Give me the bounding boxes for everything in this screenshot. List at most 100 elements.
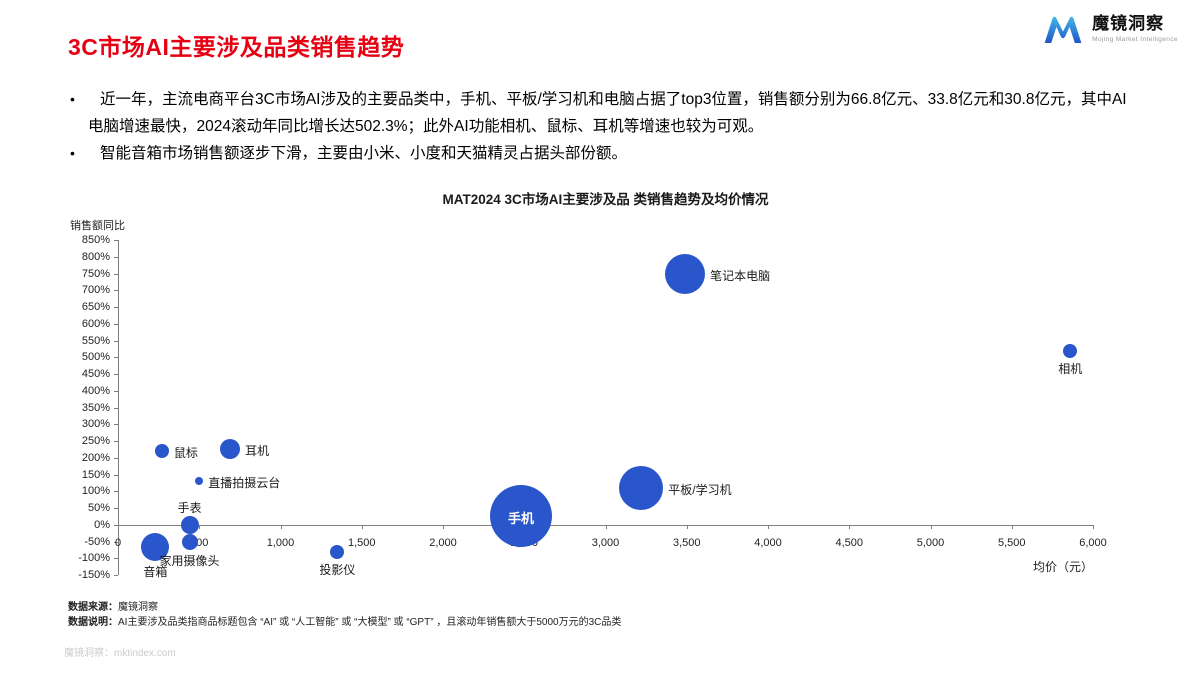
chart-bubble-label: 投影仪 [319,562,356,577]
y-axis-tick-mark [114,240,118,241]
y-axis-tick-label: 0% [94,518,110,531]
y-axis-tick-label: -150% [78,569,110,581]
y-axis-tick-mark [114,508,118,509]
footnote-source-label: 数据来源： [68,602,118,613]
x-axis-tick-label: 500 [190,536,209,549]
chart-bubble-label: 鼠标 [173,446,198,461]
bullet-text: 智能音箱市场销售额逐步下滑，主要由小米、小度和天猫精灵占据头部份额。 [100,145,628,162]
y-axis-tick-mark [114,256,118,258]
brand-logo: 魔镜洞察 Mojing Market Intelligence [1042,12,1178,46]
y-axis-tick-mark [114,558,118,560]
chart-bubble [490,485,552,548]
chart-bubble [141,532,170,561]
chart-bubble-label: 手机 [507,511,534,527]
x-axis-tick-label: 3,500 [672,536,701,549]
y-axis-tick-label: 250% [81,435,110,447]
chart-bubble-label: 耳机 [245,444,270,459]
x-axis-tick-label: 1,500 [347,536,376,549]
x-axis-tick-label: 5,000 [916,536,945,549]
y-axis-tick-mark [114,340,118,342]
chart-bubble [220,439,241,460]
chart-bubble-label: 相机 [1058,361,1083,376]
chart-bubble-label: 手表 [177,500,202,515]
y-axis-tick-label: 300% [81,418,110,431]
x-axis-tick-mark [930,524,932,529]
y-axis-tick-label: 150% [81,468,110,481]
x-axis-tick-label: 3,000 [591,536,620,549]
bullet-item: • 智能音箱市场销售额逐步下滑，主要由小米、小度和天猫精灵占据头部份额。 [68,140,1138,167]
y-axis-tick-label: 350% [81,401,110,414]
footnotes: 数据来源：魔镜洞察 数据说明：AI主要涉及品类指商品标题包含 “AI” 或 “人… [68,600,621,630]
y-axis-tick-label: 450% [81,368,110,380]
bullet-item: • 近一年，主流电商平台3C市场AI涉及的主要品类中，手机、平板/学习机和电脑占… [68,86,1138,140]
y-axis-title: 销售额同比 [70,220,125,232]
chart-bubble-label: 平板/学习机 [668,482,732,497]
page-title: 3C市场AI主要涉及品类销售趋势 [68,34,405,60]
y-axis-tick-mark [114,474,118,476]
y-axis-tick-mark [114,491,118,493]
chart-bubble-label: 家用摄像头 [159,553,220,568]
x-axis-title: 均价（元） [1032,560,1093,574]
x-axis-tick-label: 6,000 [1079,536,1107,549]
y-axis-tick-mark [114,357,118,359]
x-axis-tick-mark [199,524,201,529]
brand-subtitle: Mojing Market Intelligence [1092,35,1178,43]
x-axis-tick-mark [280,524,282,529]
y-axis-tick-mark [114,374,118,375]
footnote-note-label: 数据说明： [68,617,118,628]
chart-title: MAT2024 3C市场AI主要涉及品 类销售趋势及均价情况 [442,192,769,207]
y-axis-tick-mark [114,290,118,292]
x-axis-tick-mark [1093,524,1094,529]
x-axis-tick-mark [361,524,363,529]
x-axis-tick-mark [686,524,688,529]
chart-bubble-label: 直播拍摄云台 [208,476,281,491]
footnote-note: 数据说明：AI主要涉及品类指商品标题包含 “AI” 或 “人工智能” 或 “大模… [68,615,621,630]
watermark: 魔镜洞察：mktindex.com [64,648,176,659]
chart-bubble [1063,343,1078,358]
x-axis-tick-label: 4,500 [835,536,864,549]
y-axis-tick-label: 50% [87,502,110,514]
y-axis-tick-mark [114,390,118,392]
x-axis-tick-mark [443,524,444,529]
chart-bubble [195,477,204,486]
bullet-icon: • [70,145,75,161]
y-axis-tick-mark [114,424,118,426]
chart-bubble-label: 笔记本电脑 [710,268,771,283]
y-axis-tick-mark [114,307,118,308]
brand-name: 魔镜洞察 [1092,14,1165,34]
x-axis-tick-label: 2,000 [429,536,457,549]
y-axis-tick-mark [114,273,118,275]
y-axis-tick-mark [114,323,118,325]
x-axis-tick-label: 0 [114,536,122,549]
x-axis-tick-mark [605,524,607,529]
chart-bubble [180,515,199,534]
y-axis-tick-mark [114,541,118,543]
x-axis-tick-mark [1011,524,1013,529]
footnote-note-value: AI主要涉及品类指商品标题包含 “AI” 或 “人工智能” 或 “大模型” 或 … [118,617,622,628]
x-axis-tick-label: 1,000 [266,536,295,549]
chart-bubble-label: 音箱 [143,564,168,579]
y-axis-tick-label: 400% [81,384,110,397]
y-axis-tick-mark [114,441,118,442]
chart-bubble [330,544,345,559]
chart-bubble [619,465,664,510]
y-axis-tick-label: 700% [81,284,110,297]
x-axis-tick-mark [118,524,119,529]
brand-logo-icon [1042,12,1084,46]
bullet-icon: • [70,91,75,107]
y-axis-tick-label: 600% [81,317,110,330]
x-axis-tick-label: 4,000 [754,536,782,549]
y-axis-tick-label: 500% [81,351,110,364]
chart-bubble [665,253,706,294]
x-axis-tick-mark [849,524,851,529]
x-axis-tick-mark [768,524,769,529]
y-axis-tick-label: 200% [81,451,110,464]
y-axis-tick-label: 650% [81,301,110,313]
y-axis-tick-mark [114,457,118,459]
bullet-text: 近一年，主流电商平台3C市场AI涉及的主要品类中，手机、平板/学习机和电脑占据了… [88,91,1127,135]
y-axis-tick-label: 800% [81,250,110,263]
y-axis-tick-mark [114,575,118,576]
y-axis-line [118,240,119,575]
